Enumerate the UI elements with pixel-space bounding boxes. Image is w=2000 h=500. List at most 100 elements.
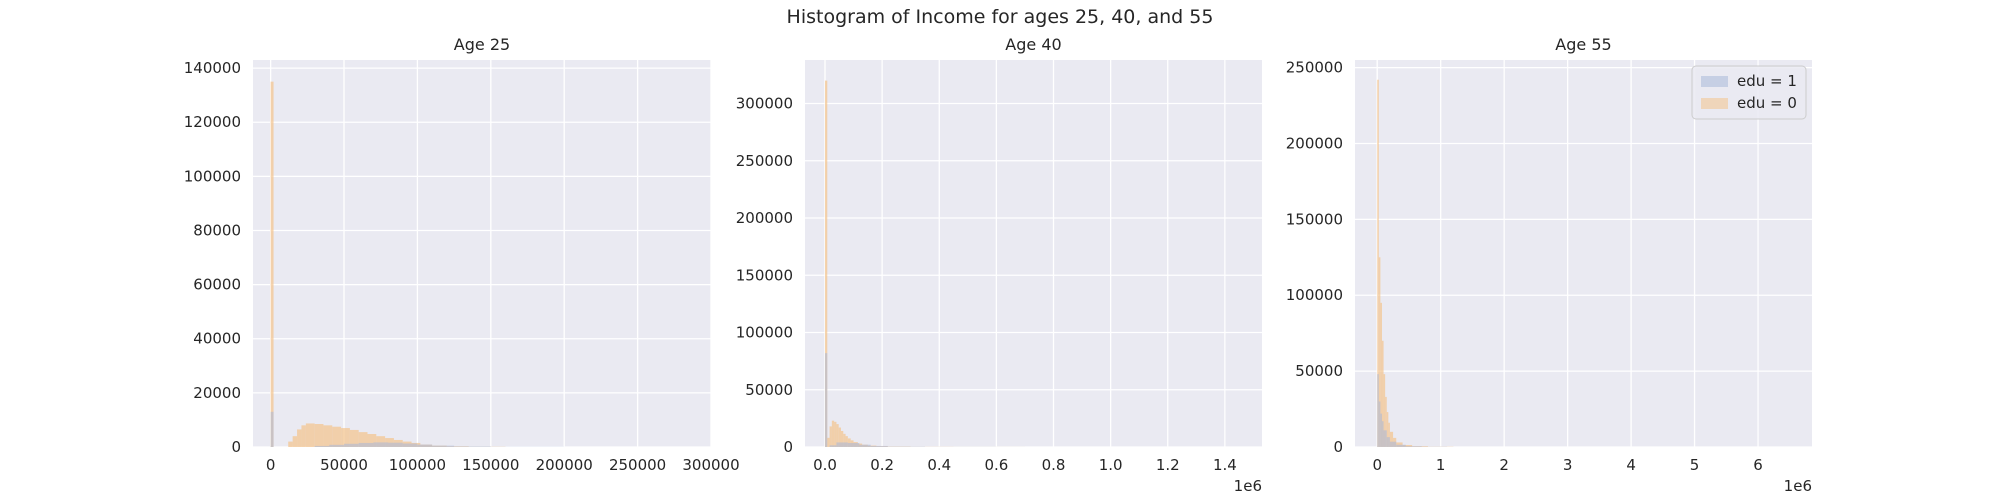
- x-tick-label: 0.8: [1042, 456, 1066, 474]
- histogram-bar: [870, 445, 888, 447]
- histogram-bar: [1381, 340, 1384, 447]
- histogram-bar: [376, 436, 386, 447]
- y-tick-label: 200000: [1286, 134, 1343, 152]
- y-tick-label: 0: [1333, 438, 1343, 456]
- histogram-bar: [329, 444, 345, 447]
- y-tick-label: 100000: [736, 324, 793, 342]
- histogram-bar: [1381, 421, 1384, 447]
- histogram-bar: [838, 427, 841, 447]
- histogram-bar: [1388, 422, 1390, 447]
- histogram-bar: [1380, 302, 1382, 447]
- histogram-bar: [829, 426, 832, 447]
- histogram-bar: [314, 423, 324, 447]
- y-tick-label: 100000: [1286, 286, 1343, 304]
- y-tick-label: 40000: [193, 330, 241, 348]
- histogram-bar: [341, 428, 350, 447]
- x-tick-label: 3: [1563, 456, 1573, 474]
- x-tick-label: 1: [1436, 456, 1446, 474]
- histogram-bar: [827, 437, 830, 447]
- x-tick-label: 50000: [320, 456, 368, 474]
- y-tick-label: 50000: [745, 381, 793, 399]
- histogram-bar: [323, 425, 333, 447]
- y-tick-label: 300000: [736, 95, 793, 113]
- histogram-bar: [1378, 257, 1381, 447]
- histogram-bar: [1396, 442, 1403, 447]
- histogram-bar: [1396, 444, 1406, 447]
- histogram-bar: [388, 442, 403, 447]
- plot-background: [253, 60, 711, 447]
- histogram-bar: [1377, 79, 1379, 448]
- histogram-bar: [1405, 446, 1422, 447]
- y-tick-label: 0: [231, 438, 241, 456]
- histogram-bar: [1378, 401, 1381, 447]
- series-edu-1: [1377, 374, 1448, 447]
- histogram-bar: [1389, 441, 1397, 447]
- subplot-2: 0 50000 100000 150000 200000 250000 300000 0.0 0…: [736, 35, 1262, 495]
- histogram-bar: [1380, 413, 1382, 447]
- histogram-bar: [834, 421, 837, 447]
- histogram-bar: [859, 444, 871, 447]
- subplot-3: 0 50000 100000 150000 200000 250000 0 1 2 3 4 5 6 Age…: [1286, 35, 1812, 495]
- y-tick-label: 140000: [184, 59, 241, 77]
- histogram-bar: [402, 443, 418, 447]
- y-tick-label: 80000: [193, 221, 241, 239]
- histogram-bar: [270, 81, 274, 447]
- histogram-bar: [314, 445, 330, 447]
- x-tick-label: 1.2: [1156, 456, 1180, 474]
- y-tick-label: 120000: [184, 113, 241, 131]
- y-tick-label: 50000: [1295, 362, 1343, 380]
- x-tick-label: 200000: [536, 456, 593, 474]
- histogram-bar: [829, 445, 837, 447]
- plot-background: [805, 60, 1262, 447]
- y-tick-label: 150000: [736, 266, 793, 284]
- subplot-title: Age 25: [454, 35, 510, 54]
- histogram-bar: [836, 442, 848, 447]
- histogram-bar: [1402, 445, 1413, 447]
- histogram-bar: [270, 411, 274, 447]
- x-tick-label: 250000: [609, 456, 666, 474]
- figure-title: Histogram of Income for ages 25, 40, and…: [786, 6, 1214, 28]
- subplot-title: Age 55: [1555, 35, 1611, 54]
- histogram-bar: [432, 445, 455, 447]
- legend-swatch: [1701, 98, 1728, 109]
- histogram-bar: [417, 444, 433, 447]
- histogram-bar: [297, 429, 302, 447]
- x-tick-label: 6: [1753, 456, 1763, 474]
- legend-swatch: [1701, 76, 1728, 87]
- histogram-bar: [344, 443, 359, 447]
- histogram-bar: [1386, 437, 1390, 447]
- histogram-bar: [847, 442, 860, 447]
- x-tick-label: 2: [1499, 456, 1509, 474]
- series-edu-1: [270, 411, 565, 447]
- x-tick-label: 300000: [682, 456, 739, 474]
- histogram-bar: [358, 432, 368, 447]
- subplot-1: 0 20000 40000 60000 80000 100000 120000 140000 0…: [184, 35, 740, 474]
- legend-label: edu = 0: [1737, 94, 1797, 112]
- histogram-bar: [840, 430, 844, 447]
- x-tick-label: 1.4: [1213, 456, 1237, 474]
- histogram-bar: [385, 438, 394, 447]
- x-tick-label: 0.4: [927, 456, 951, 474]
- histogram-bar: [1386, 412, 1389, 447]
- histogram-bar: [292, 436, 298, 447]
- x-tick-label: 150000: [462, 456, 519, 474]
- y-tick-label: 60000: [193, 276, 241, 294]
- y-tick-label: 200000: [736, 209, 793, 227]
- subplot-title: Age 40: [1005, 35, 1061, 54]
- histogram-bar: [1385, 396, 1387, 447]
- histogram-bar: [349, 429, 359, 447]
- histogram-bar: [847, 438, 851, 447]
- histogram-bar: [373, 442, 389, 447]
- y-tick-label: 250000: [1286, 59, 1343, 77]
- histogram-bar: [332, 426, 342, 447]
- legend: edu = 1 edu = 0: [1691, 65, 1807, 120]
- legend-label: edu = 1: [1737, 72, 1797, 90]
- histogram-bar: [1389, 431, 1394, 447]
- histogram-bar: [305, 423, 315, 447]
- x-tick-label: 0: [1372, 456, 1382, 474]
- histogram-bar: [288, 441, 293, 447]
- histogram-bar: [836, 424, 839, 447]
- x-offset-label: 1e6: [1784, 477, 1812, 495]
- y-tick-label: 100000: [184, 167, 241, 185]
- histogram-bar: [454, 446, 491, 447]
